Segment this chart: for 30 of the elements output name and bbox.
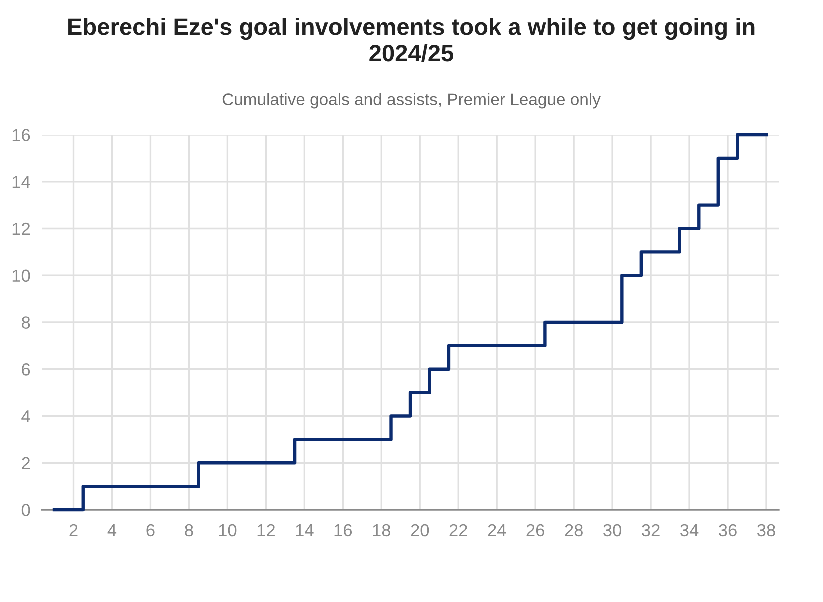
- y-tick-label: 10: [12, 270, 30, 282]
- y-tick-label: 12: [12, 222, 30, 236]
- y-tick-label: 6: [22, 364, 30, 376]
- x-tick-label: 38: [758, 524, 776, 537]
- x-tick-label: 22: [450, 524, 468, 536]
- x-tick-label: 20: [411, 524, 430, 537]
- x-tick-label: 26: [526, 524, 544, 537]
- x-tick-label: 6: [146, 524, 155, 537]
- x-tick-label: 24: [488, 524, 506, 536]
- x-tick-label: 2: [70, 524, 78, 536]
- chart-subtitle: Cumulative goals and assists, Premier League only: [222, 93, 601, 109]
- x-tick-label: 28: [565, 524, 583, 537]
- x-tick-label: 16: [334, 524, 352, 537]
- x-tick-label: 32: [642, 524, 660, 537]
- x-tick-label: 12: [258, 524, 275, 536]
- y-tick-label: 8: [22, 316, 30, 329]
- x-tick-label: 8: [185, 524, 194, 537]
- y-tick-label: 14: [12, 176, 30, 188]
- y-tick-label: 16: [12, 129, 30, 142]
- x-tick-label: 4: [108, 524, 117, 536]
- x-tick-label: 14: [296, 524, 314, 536]
- x-tick-label: 30: [604, 524, 622, 537]
- x-tick-label: 36: [719, 524, 737, 537]
- x-tick-label: 34: [680, 524, 699, 537]
- y-tick-label: 2: [22, 457, 30, 470]
- y-tick-label: 4: [22, 410, 30, 423]
- y-tick-label: 0: [22, 504, 30, 516]
- chart-title: Eberechi Eze's goal involvements took a while to get going in 2024/25: [68, 18, 755, 62]
- x-tick-label: 18: [373, 524, 391, 537]
- x-tick-label: 10: [219, 524, 237, 537]
